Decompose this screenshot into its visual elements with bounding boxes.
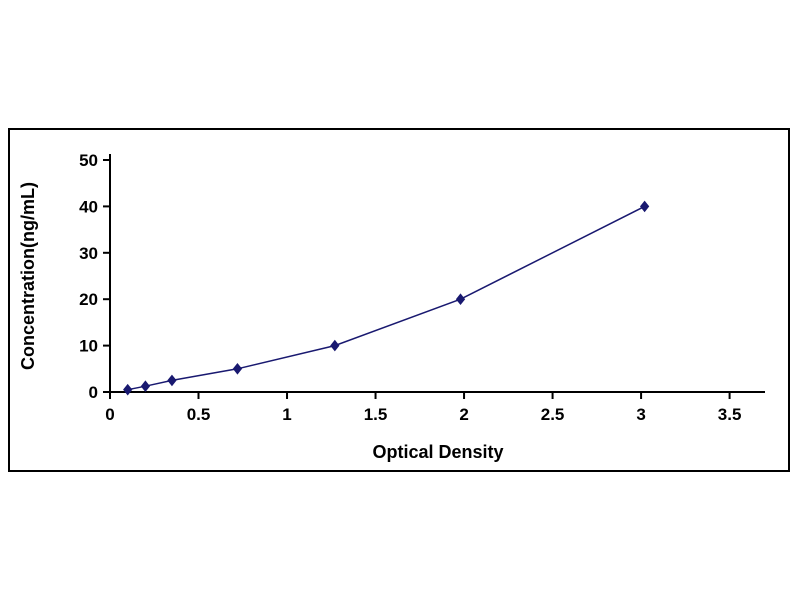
- x-axis-label: Optical Density: [372, 442, 503, 462]
- data-point-marker: [232, 362, 243, 375]
- data-point-marker: [639, 200, 650, 213]
- data-point-marker: [140, 380, 151, 393]
- y-tick-label: 30: [79, 244, 98, 263]
- y-tick-label: 20: [79, 290, 98, 309]
- x-tick-label: 0.5: [187, 405, 211, 424]
- standard-curve-chart: 0 0.5 1 1.5 2 2.5 3 3.5 0 10 20 30 40 50 Optical Dens…: [18, 151, 765, 462]
- y-tick-label: 50: [79, 151, 98, 170]
- data-point-marker: [330, 339, 340, 352]
- data-point-marker: [455, 293, 466, 306]
- data-series-layer: [123, 200, 650, 396]
- data-point-marker: [167, 374, 177, 387]
- x-tick-label: 3: [636, 405, 645, 424]
- x-tick-label: 0: [105, 405, 114, 424]
- axis-lines: [109, 154, 765, 393]
- x-tick-label: 1: [282, 405, 291, 424]
- chart-panel: 0 0.5 1 1.5 2 2.5 3 3.5 0 10 20 30 40 50 Optical Dens…: [8, 128, 790, 472]
- y-tick-label: 40: [79, 197, 98, 216]
- y-tick-label: 10: [79, 337, 98, 356]
- x-tick-label: 3.5: [718, 405, 742, 424]
- y-tick-label: 0: [89, 383, 98, 402]
- data-point-marker: [123, 383, 133, 396]
- x-tick-label: 2: [459, 405, 468, 424]
- x-tick-label: 1.5: [364, 405, 388, 424]
- axes-layer: 0 0.5 1 1.5 2 2.5 3 3.5 0 10 20 30 40 50: [79, 151, 765, 424]
- x-tick-label: 2.5: [541, 405, 565, 424]
- standard-curve-line: [127, 205, 645, 391]
- y-axis-label: Concentration(ng/mL): [18, 182, 38, 370]
